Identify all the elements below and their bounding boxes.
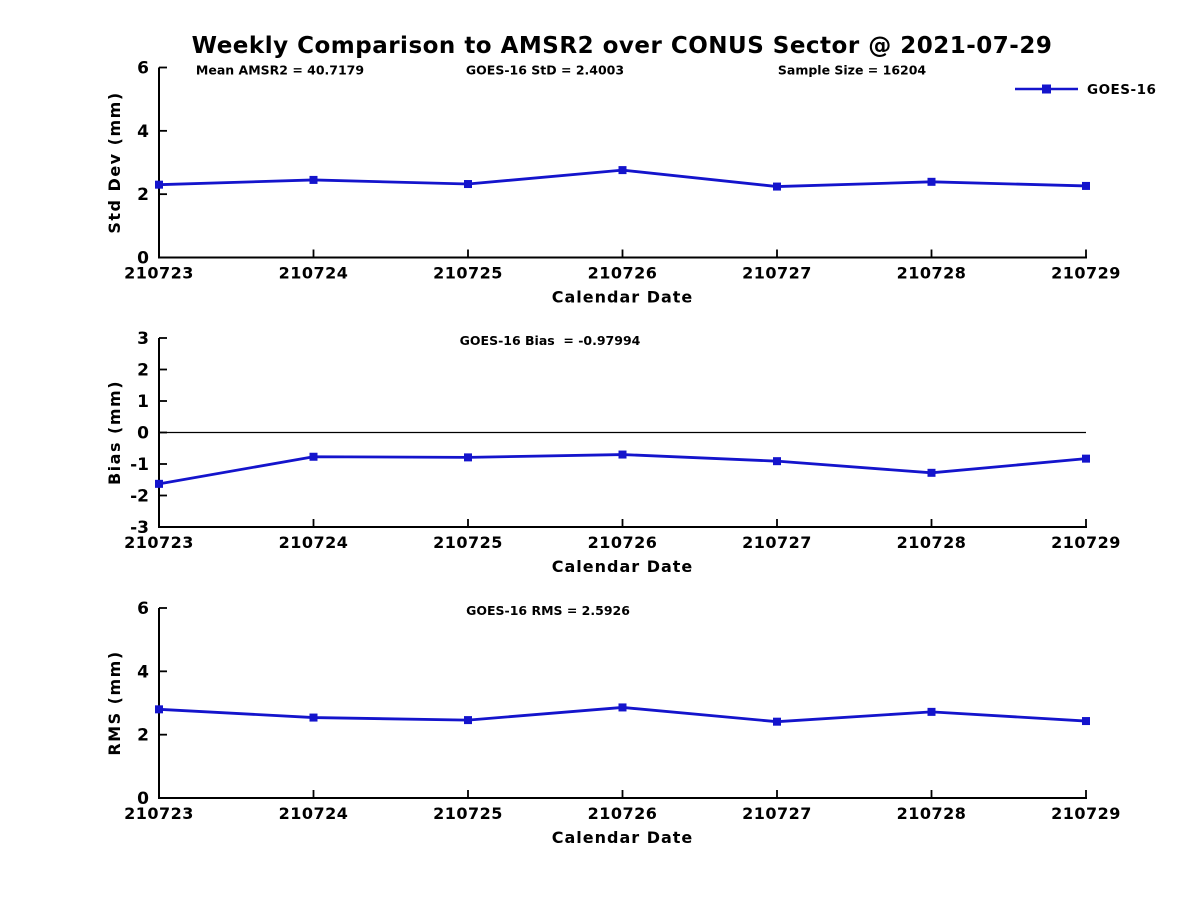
annotation: GOES-16 RMS = 2.5926 bbox=[466, 603, 630, 618]
y-tick-label: 1 bbox=[137, 392, 149, 412]
data-point-marker bbox=[155, 180, 163, 189]
subplot-std-dev-panel: 0 2 4 6 210723 210724 210725 210726 210727 210728… bbox=[105, 58, 1156, 306]
data-point-marker bbox=[927, 468, 936, 477]
x-tick-label: 210723 bbox=[124, 264, 194, 283]
x-tick-label: 210729 bbox=[1051, 264, 1121, 283]
data-point-marker bbox=[464, 180, 472, 189]
data-point-marker bbox=[464, 716, 472, 725]
x-tick-label: 210728 bbox=[897, 264, 967, 283]
data-point-marker bbox=[309, 713, 318, 722]
x-tick-label: 210725 bbox=[433, 264, 503, 283]
x-tick-label: 210723 bbox=[124, 804, 194, 823]
data-point-marker bbox=[155, 705, 163, 714]
y-tick-label: 3 bbox=[137, 329, 149, 349]
x-tick-label: 210726 bbox=[588, 533, 658, 552]
subplots-group: 0 2 4 6 210723 210724 210725 210726 210727 210728… bbox=[105, 58, 1156, 847]
legend: GOES-16 bbox=[1015, 82, 1156, 98]
y-tick-label: -1 bbox=[130, 455, 149, 475]
x-tick-label: 210723 bbox=[124, 533, 194, 552]
y-tick-label: -3 bbox=[130, 518, 149, 538]
x-tick-label: 210727 bbox=[742, 533, 812, 552]
annotation: GOES-16 Bias = -0.97994 bbox=[460, 333, 641, 348]
y-axis-title: Std Dev (mm) bbox=[105, 91, 124, 233]
data-point-marker bbox=[773, 717, 781, 726]
x-tick-label: 210728 bbox=[897, 804, 967, 823]
y-axis-title: Bias (mm) bbox=[105, 380, 124, 485]
y-axis-title: RMS (mm) bbox=[105, 650, 124, 755]
data-point-marker bbox=[1082, 454, 1090, 463]
data-point-marker bbox=[618, 703, 627, 712]
data-line bbox=[158, 453, 1087, 486]
data-point-marker bbox=[464, 453, 472, 462]
x-tick-label: 210724 bbox=[279, 804, 349, 823]
data-point-marker bbox=[618, 450, 627, 459]
data-point-marker bbox=[773, 182, 781, 191]
y-tick-label: 0 bbox=[137, 789, 149, 809]
y-tick-label: 6 bbox=[137, 58, 149, 78]
x-tick-label: 210724 bbox=[279, 264, 349, 283]
x-tick-label: 210725 bbox=[433, 533, 503, 552]
x-tick-label: 210728 bbox=[897, 533, 967, 552]
annotation: Sample Size = 16204 bbox=[778, 63, 927, 78]
y-tick-label: 2 bbox=[137, 185, 149, 205]
y-tick-label: 0 bbox=[137, 423, 149, 443]
annotation: GOES-16 StD = 2.4003 bbox=[466, 63, 624, 78]
subplot-rms-panel: 0 2 4 6 210723 210724 210725 210726 210727 210728… bbox=[105, 599, 1121, 847]
y-tick-label: 2 bbox=[137, 726, 149, 746]
y-tick-label: 4 bbox=[137, 662, 149, 682]
y-tick-label: 6 bbox=[137, 599, 149, 619]
x-tick-label: 210729 bbox=[1051, 804, 1121, 823]
data-point-marker bbox=[927, 177, 936, 186]
chart-title: Weekly Comparison to AMSR2 over CONUS Se… bbox=[192, 33, 1053, 59]
data-point-marker bbox=[773, 457, 781, 466]
x-tick-label: 210726 bbox=[588, 804, 658, 823]
x-axis-title: Calendar Date bbox=[552, 828, 694, 847]
x-axis-title: Calendar Date bbox=[552, 557, 694, 576]
y-tick-label: 0 bbox=[137, 248, 149, 268]
data-point-marker bbox=[618, 166, 627, 175]
subplot-bias-panel: -3 -2 -1 0 1 2 3 210723 210724 210725 210726 210727… bbox=[105, 329, 1121, 576]
legend-label: GOES-16 bbox=[1087, 82, 1156, 98]
x-tick-label: 210725 bbox=[433, 804, 503, 823]
data-point-marker bbox=[927, 707, 936, 716]
annotation: Mean AMSR2 = 40.7179 bbox=[196, 63, 364, 78]
x-tick-label: 210726 bbox=[588, 264, 658, 283]
data-point-marker bbox=[309, 452, 318, 461]
x-tick-label: 210724 bbox=[279, 533, 349, 552]
data-point-marker bbox=[309, 175, 318, 184]
legend-marker bbox=[1042, 84, 1051, 94]
y-tick-label: 2 bbox=[137, 360, 149, 380]
data-point-marker bbox=[155, 479, 163, 488]
x-tick-label: 210729 bbox=[1051, 533, 1121, 552]
data-point-marker bbox=[1082, 717, 1090, 726]
y-tick-label: 4 bbox=[137, 122, 149, 142]
x-tick-label: 210727 bbox=[742, 804, 812, 823]
x-axis-title: Calendar Date bbox=[552, 288, 694, 307]
x-tick-label: 210727 bbox=[742, 264, 812, 283]
data-point-marker bbox=[1082, 181, 1090, 190]
y-tick-label: -2 bbox=[130, 486, 149, 506]
